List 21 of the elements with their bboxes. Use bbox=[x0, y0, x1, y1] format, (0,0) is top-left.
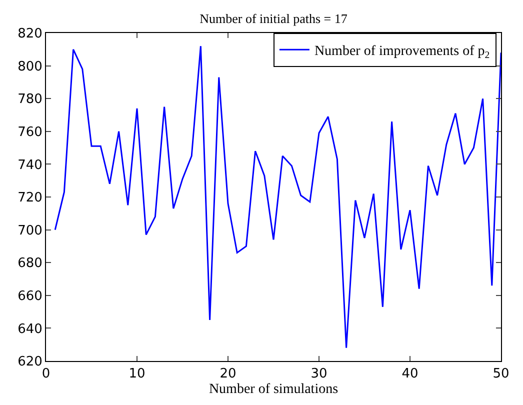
chart-title: Number of initial paths = 17 bbox=[200, 10, 348, 26]
y-tick-label: 640 bbox=[18, 322, 42, 337]
x-axis-title: Number of simulations bbox=[208, 382, 338, 397]
x-tick-label: 0 bbox=[42, 366, 50, 382]
y-tick-label: 760 bbox=[18, 124, 42, 140]
x-tick-label: 50 bbox=[492, 366, 510, 382]
y-tick-label: 680 bbox=[18, 256, 42, 272]
y-tick-label: 720 bbox=[18, 190, 42, 206]
x-tick-label: 40 bbox=[402, 366, 418, 382]
x-tick-label: 10 bbox=[128, 366, 146, 382]
y-tick-label: 780 bbox=[18, 92, 42, 108]
y-tick-label: 800 bbox=[18, 59, 42, 74]
y-tick-label: 820 bbox=[18, 26, 42, 42]
y-tick-label: 700 bbox=[18, 223, 42, 238]
line-series bbox=[54, 45, 501, 349]
x-tick-label: 20 bbox=[220, 366, 236, 382]
x-tick-label: 30 bbox=[310, 366, 328, 382]
y-tick-label: 660 bbox=[18, 288, 42, 304]
legend-label: Number of improvements of p$_{2}$ bbox=[314, 44, 490, 61]
y-tick-label: 740 bbox=[18, 158, 42, 173]
y-tick-label: 620 bbox=[18, 354, 42, 370]
